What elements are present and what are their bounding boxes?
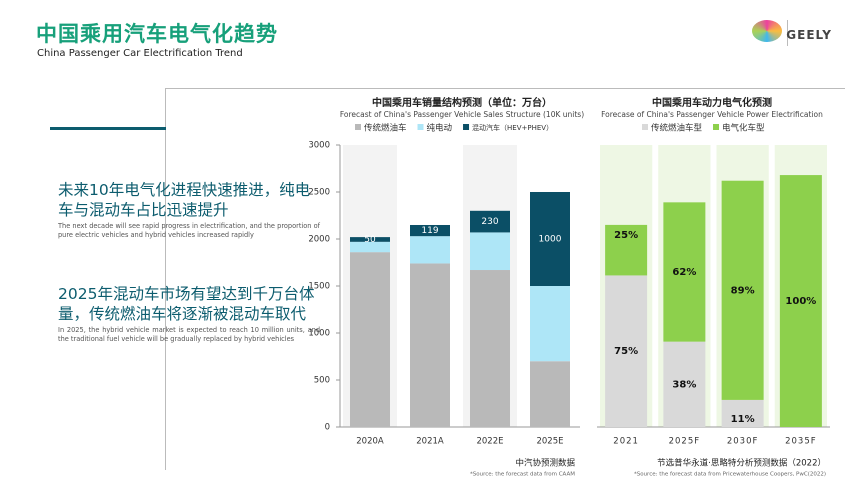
bar-segment (663, 202, 706, 342)
bar-segment (530, 286, 570, 362)
y-tick-label: 1000 (308, 329, 330, 339)
point: 2025年混动车市场有望达到千万台体量，传统燃油车将逐渐被混动车取代 In 20… (58, 284, 320, 344)
legend-swatch (463, 124, 470, 130)
data-label: 119 (421, 226, 438, 236)
bar-segment (605, 224, 648, 276)
chart-title: 中国乘用车销量结构预测（单位：万台） (372, 96, 552, 109)
point: 未来10年电气化进程快速推进，纯电车与混动车占比迅速提升 The next de… (58, 180, 320, 240)
bar-segment (350, 241, 390, 253)
legend-label: 电气化车型 (722, 123, 765, 134)
slide-subtitle: China Passenger Car Electrification Tren… (37, 48, 243, 59)
bar-segment (470, 232, 510, 271)
y-tick-label: 500 (314, 376, 330, 386)
bar-segment (470, 270, 510, 427)
slide-title: 中国乘用汽车电气化趋势 (36, 22, 278, 46)
legend-label: 混动汽车（HEV+PHEV） (472, 123, 553, 132)
bar-segment (350, 237, 390, 242)
chart-subtitle: Forecast of China's Passenger Vehicle Sa… (340, 110, 584, 119)
x-tick-label: 2025E (536, 437, 563, 447)
point-text: In 2025, the hybrid vehicle market is ex… (58, 326, 320, 343)
x-tick-label: 2022E (476, 437, 503, 447)
data-label: 25% (614, 230, 638, 241)
bar-segment (410, 263, 450, 427)
data-label: 50 (364, 235, 376, 245)
point-text: The next decade will see rapid progress … (58, 222, 320, 239)
y-tick-label: 2500 (308, 188, 330, 198)
bar-segment (779, 175, 822, 427)
legend-swatch (713, 124, 720, 130)
point-heading: 2025年混动车市场有望达到千万台体量，传统燃油车将逐渐被混动车取代 (58, 285, 315, 323)
x-tick-label: 2030F (727, 437, 759, 447)
y-tick-label: 0 (325, 423, 330, 433)
bar-segment (410, 236, 450, 264)
y-tick-label: 3000 (308, 141, 330, 151)
x-tick-label: 2020A (356, 437, 384, 447)
bar-segment (663, 341, 706, 427)
data-label: 100% (785, 296, 816, 307)
bar-segment (350, 252, 390, 427)
source: 中汽协预测数据 (515, 458, 575, 469)
bar-segment (530, 192, 570, 286)
data-label: 62% (672, 267, 696, 278)
data-label: 11% (731, 414, 755, 425)
bar-segment (410, 224, 450, 237)
x-tick-label: 2021A (416, 437, 444, 447)
bar-segment (721, 180, 764, 400)
bar-segment (530, 361, 570, 427)
x-tick-label: 2021 (613, 437, 639, 447)
frame-left (165, 88, 166, 470)
data-label: 89% (731, 285, 755, 296)
bar-segment (470, 210, 510, 233)
legend-swatch (417, 124, 424, 130)
data-label: 75% (614, 346, 638, 357)
logo-divider (787, 20, 788, 46)
legend-swatch (642, 124, 648, 130)
legend-label: 传统燃油车型 (651, 123, 703, 134)
data-label: 230 (481, 217, 498, 227)
bar-segment (605, 275, 648, 427)
legend-swatch (355, 124, 361, 130)
y-tick-label: 2000 (308, 235, 330, 245)
bar-segment (721, 399, 764, 427)
logo-mark (752, 20, 782, 42)
source-note: *Source: the forecast data from CAAM (470, 472, 575, 478)
chart-subtitle: Forecase of China's Passenger Vehicle Po… (601, 110, 823, 119)
x-tick-label: 2025F (669, 437, 701, 447)
data-label: 1000 (539, 235, 562, 245)
source-note: *Source: the forecast data from Pricewat… (634, 472, 826, 478)
chart-title: 中国乘用车动力电气化预测 (652, 96, 772, 109)
x-tick-label: 2035F (785, 437, 817, 447)
data-label: 38% (672, 379, 696, 390)
source: 节选普华永道·思略特分析预测数据（2022） (657, 458, 826, 469)
accent-bar (50, 127, 166, 130)
point-heading: 未来10年电气化进程快速推进，纯电车与混动车占比迅速提升 (58, 181, 311, 219)
legend-label: 传统燃油车 (364, 123, 407, 134)
frame-top (165, 88, 845, 89)
y-tick-label: 1500 (308, 282, 330, 292)
legend-label: 纯电动 (427, 123, 453, 134)
logo-text: GEELY (786, 28, 832, 42)
